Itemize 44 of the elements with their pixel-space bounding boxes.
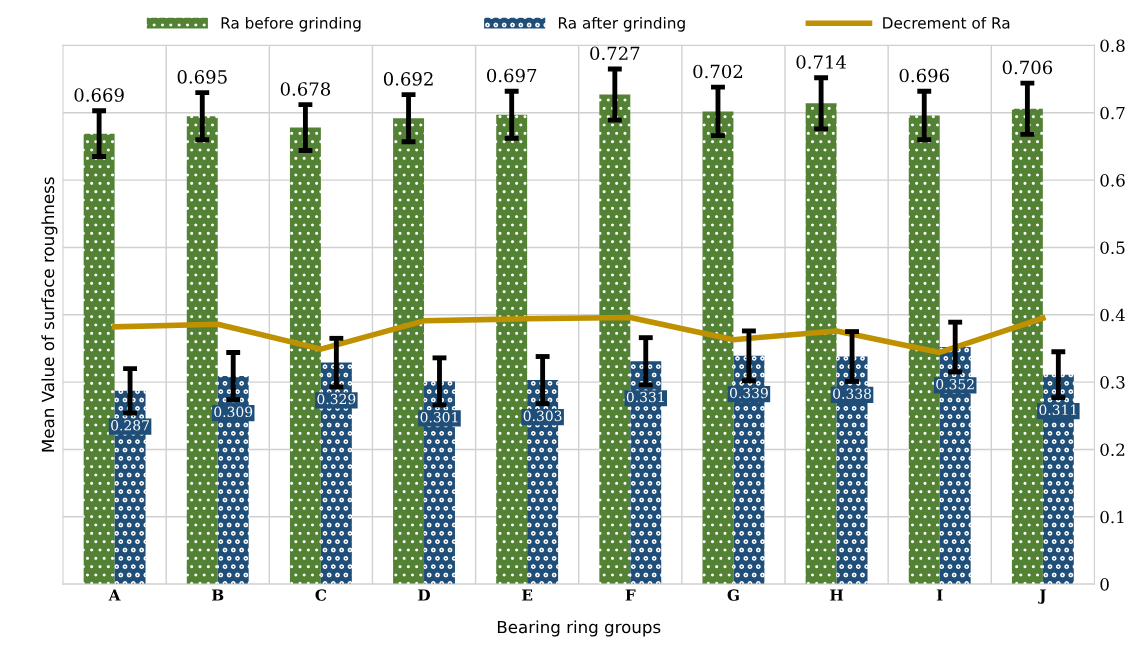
x-tick-label: E bbox=[522, 589, 533, 601]
x-tick-label: J bbox=[1038, 589, 1046, 604]
data-label: 0.702 bbox=[693, 64, 743, 79]
data-label: 0.678 bbox=[280, 82, 331, 96]
data-label: 0.669 bbox=[74, 88, 124, 102]
data-label: 0.339 bbox=[729, 387, 768, 399]
data-label: 0.697 bbox=[487, 68, 537, 83]
x-tick-label: A bbox=[108, 589, 121, 601]
data-label: 0.301 bbox=[420, 411, 458, 423]
legend-label: Ra before grinding bbox=[221, 16, 361, 32]
data-label: 0.692 bbox=[383, 72, 433, 86]
y-tick-label: 0.7 bbox=[1100, 106, 1125, 120]
data-label: 0.352 bbox=[936, 378, 974, 390]
y-tick-label: 0.8 bbox=[1100, 39, 1125, 52]
data-label: 0.311 bbox=[1039, 404, 1077, 416]
y-tick-label: 0.4 bbox=[1100, 308, 1125, 322]
y-tick-label: 0.1 bbox=[1100, 510, 1124, 524]
y-tick-label: 0 bbox=[1100, 578, 1109, 591]
y-tick-label: 0.6 bbox=[1100, 174, 1125, 187]
data-label: 0.303 bbox=[523, 410, 562, 422]
data-label: 0.714 bbox=[796, 55, 847, 69]
x-tick-label: C bbox=[315, 589, 327, 601]
data-label: 0.696 bbox=[899, 68, 949, 83]
data-label: 0.706 bbox=[1002, 60, 1053, 75]
x-tick-label: B bbox=[212, 589, 224, 601]
y-axis-title: Mean Value of surface roughness bbox=[41, 177, 58, 452]
y-tick-label: 0.5 bbox=[1100, 241, 1125, 254]
data-label: 0.329 bbox=[317, 393, 356, 405]
data-label: 0.338 bbox=[833, 388, 871, 399]
y-tick-label: 0.3 bbox=[1100, 376, 1125, 389]
data-label: 0.309 bbox=[214, 406, 253, 418]
x-tick-label: I bbox=[936, 589, 943, 601]
legend-label: Ra after grinding bbox=[558, 16, 685, 32]
x-tick-label: H bbox=[830, 589, 844, 601]
data-label: 0.727 bbox=[590, 46, 640, 61]
x-tick-label: D bbox=[418, 589, 430, 601]
y-tick-label: 0.2 bbox=[1100, 443, 1125, 456]
x-axis-title: Bearing ring groups bbox=[497, 620, 661, 637]
x-tick-label: G bbox=[727, 589, 739, 601]
x-tick-label: F bbox=[625, 589, 636, 601]
data-label: 0.331 bbox=[626, 391, 664, 403]
data-label: 0.695 bbox=[177, 70, 227, 84]
data-label: 0.287 bbox=[111, 420, 149, 431]
legend-label: Decrement of Ra bbox=[883, 16, 1010, 29]
